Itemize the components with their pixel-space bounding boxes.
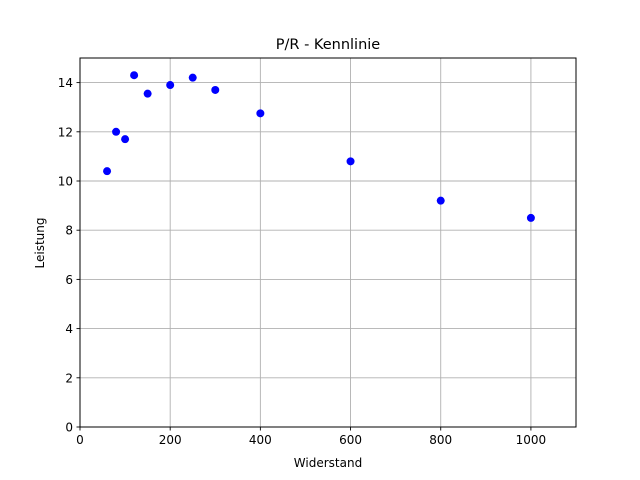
x-tick-label: 400 — [249, 433, 272, 447]
data-point — [211, 85, 220, 94]
data-point — [526, 213, 535, 222]
y-axis-ticks: 0 2 4 6 8 10 12 14 — [58, 76, 80, 435]
y-tick-label: 2 — [65, 371, 73, 385]
data-point — [346, 157, 355, 166]
data-point — [121, 135, 130, 144]
data-point — [256, 109, 265, 118]
data-point — [143, 89, 152, 98]
x-tick-label: 200 — [159, 433, 182, 447]
data-point — [436, 196, 445, 205]
x-tick-label: 0 — [76, 433, 84, 447]
data-point — [188, 73, 197, 82]
y-tick-label: 6 — [65, 273, 73, 287]
y-axis-label: Leistung — [33, 218, 47, 269]
chart-title: P/R - Kennlinie — [276, 37, 381, 53]
data-point — [112, 127, 121, 136]
y-tick-label: 8 — [65, 224, 73, 238]
y-tick-label: 0 — [65, 421, 73, 435]
y-tick-label: 10 — [58, 175, 73, 189]
data-points — [103, 71, 535, 222]
x-axis-label: Widerstand — [294, 456, 362, 470]
data-point — [166, 81, 175, 90]
data-point — [130, 71, 139, 80]
y-tick-label: 14 — [58, 76, 73, 90]
x-axis-ticks: 0 200 400 600 800 1000 — [76, 427, 546, 447]
y-tick-label: 12 — [58, 125, 73, 139]
x-tick-label: 600 — [339, 433, 362, 447]
data-point — [103, 167, 112, 176]
x-tick-label: 1000 — [516, 433, 547, 447]
grid — [79, 58, 576, 428]
y-tick-label: 4 — [65, 322, 73, 336]
plot-frame — [79, 57, 577, 428]
x-tick-label: 800 — [429, 433, 452, 447]
